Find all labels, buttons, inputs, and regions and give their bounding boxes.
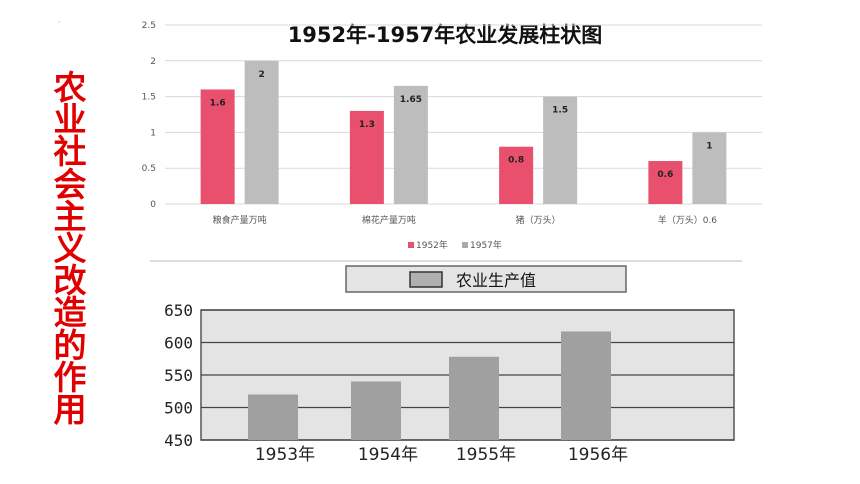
chart-1-bar: [543, 96, 578, 204]
side-title-char: 农: [53, 68, 87, 107]
chart-2-y-tick-label: 500: [164, 399, 193, 418]
chart-2-bar: [449, 356, 499, 440]
chart-2-bar: [561, 331, 611, 440]
chart-1-bar: [200, 89, 235, 204]
side-title: 农业社会主义改造的作用: [48, 68, 92, 430]
chart-2-bar: [351, 381, 401, 440]
chart-1: 1952年-1957年农业发展柱状图 00.511.522.5 1.621.31…: [142, 21, 762, 251]
chart-1-x-categories: 粮食产量万吨 棉花产量万吨 猪（万头） 羊（万头）0.6: [213, 214, 718, 226]
chart-1-y-tick-label: 2.5: [142, 21, 156, 31]
chart-2-bars: [248, 331, 611, 440]
chart-2-x-category-label: 1954年: [358, 445, 418, 465]
chart-1-bar: [244, 60, 279, 204]
chart-1-data-label: 1.3: [359, 120, 375, 130]
side-title-char: 业: [53, 100, 87, 140]
side-title-char: 用: [53, 390, 87, 430]
chart-1-bar: [499, 146, 534, 204]
side-title-char: 社: [53, 132, 87, 172]
chart-1-data-label: 1: [706, 141, 712, 151]
chart-1-data-label: 2: [258, 70, 264, 80]
chart-2-x-category-label: 1956年: [568, 445, 628, 465]
chart-2-x-categories: 1953年 1954年 1955年 1956年: [255, 445, 628, 465]
chart-1-data-label: 1.5: [552, 106, 568, 116]
chart-1-bar: [648, 161, 683, 204]
chart-2-y-tick-label: 550: [164, 366, 193, 385]
side-title-char: 主: [53, 196, 87, 236]
dot-mark: ·: [58, 18, 61, 27]
chart-2-y-tick-label: 450: [164, 431, 193, 450]
side-title-char: 造: [53, 293, 87, 333]
chart-2-title-swatch: [409, 271, 443, 288]
chart-1-bars: 1.6 2 1.3 1.65 0.8 1.5 0.6 1: [200, 60, 727, 204]
chart-2-x-category-label: 1955年: [456, 445, 516, 465]
chart-1-bar: [349, 110, 384, 204]
legend-swatch-1957: [462, 242, 468, 248]
chart-1-bar: [692, 132, 727, 204]
chart-1-x-category-label: 猪（万头）: [516, 214, 561, 226]
chart-1-x-category-label: 羊（万头）0.6: [658, 214, 718, 226]
side-title-char: 改: [53, 261, 87, 301]
chart-1-y-tick-label: 1: [150, 128, 156, 138]
chart-1-y-tick-label: 2: [150, 57, 156, 67]
legend-swatch-1952: [408, 242, 414, 248]
chart-1-y-ticks: 0 0.5 1 1.5 2 2.5: [142, 21, 157, 210]
chart-1-data-label: 0.6: [657, 170, 673, 180]
chart-1-y-tick-label: 0: [150, 200, 156, 210]
chart-2-y-tick-label: 600: [164, 334, 193, 353]
side-title-char: 会: [53, 164, 87, 204]
chart-1-data-label: 1.6: [210, 98, 226, 108]
chart-2-y-ticks: 450 500 550 600 650: [164, 301, 193, 450]
chart-2-title: 农业生产值: [456, 271, 536, 290]
chart-1-x-category-label: 粮食产量万吨: [213, 214, 267, 226]
chart-2-bar: [248, 394, 298, 440]
side-title-char: 义: [53, 229, 87, 269]
side-title-char: 的: [53, 325, 87, 365]
chart-1-title: 1952年-1957年农业发展柱状图: [288, 23, 603, 47]
chart-1-legend: 1952年 1957年: [408, 239, 502, 251]
chart-1-data-label: 1.65: [400, 95, 422, 105]
chart-1-data-label: 0.8: [508, 156, 524, 166]
chart-1-x-category-label: 棉花产量万吨: [362, 214, 416, 226]
chart-2-y-tick-label: 650: [164, 301, 193, 320]
legend-label-1957: 1957年: [470, 239, 502, 251]
side-title-char: 作: [53, 357, 87, 397]
chart-2-x-category-label: 1953年: [255, 445, 315, 465]
chart-2-title-box: [345, 265, 627, 293]
chart-1-y-tick-label: 1.5: [142, 93, 156, 103]
legend-label-1952: 1952年: [416, 239, 448, 251]
chart-1-y-tick-label: 0.5: [142, 164, 156, 174]
chart-1-bar: [393, 85, 428, 204]
